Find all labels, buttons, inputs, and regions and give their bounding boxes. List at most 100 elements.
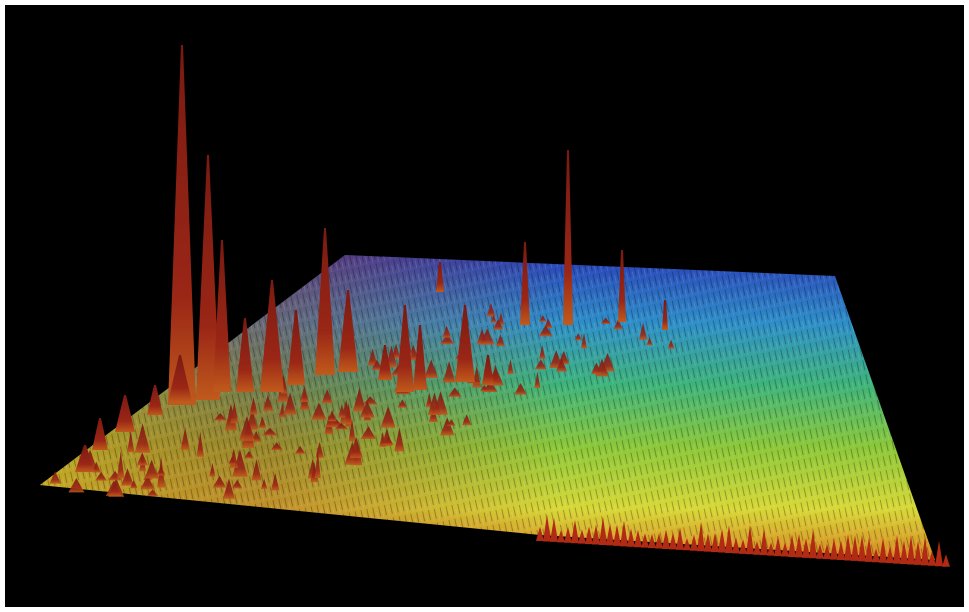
bump [327, 409, 337, 422]
peak [618, 250, 626, 322]
bump [244, 450, 254, 459]
edge-bump [655, 533, 663, 549]
bump [394, 427, 405, 452]
edge-bump [851, 535, 859, 561]
edge-bump [662, 529, 670, 549]
edge-bump [613, 524, 621, 546]
bump [283, 392, 297, 415]
peak [213, 240, 231, 392]
edge-bump [781, 542, 789, 557]
bump [222, 478, 235, 499]
bump [258, 416, 267, 428]
bump [440, 417, 455, 436]
bump [479, 328, 495, 345]
peak [455, 305, 475, 382]
bump [613, 319, 623, 330]
edge-bump [585, 526, 593, 545]
edge-bump [865, 537, 873, 562]
bump [442, 325, 452, 338]
bump [667, 339, 675, 349]
edge-bump [683, 538, 691, 551]
bump [461, 414, 472, 426]
edge-bump [767, 542, 775, 556]
bump [196, 431, 204, 457]
edge-bump [774, 536, 782, 557]
peak [315, 228, 335, 375]
bump [349, 436, 363, 459]
edge-bump [893, 534, 901, 564]
bump [121, 468, 134, 486]
peak [662, 300, 668, 330]
edge-bump [816, 543, 824, 559]
edge-bump [914, 540, 922, 565]
peak [75, 445, 95, 472]
bump [260, 478, 268, 489]
edge-bump [599, 516, 607, 545]
bump [134, 423, 151, 453]
peak [413, 325, 427, 390]
edge-bump [592, 524, 600, 545]
bump [442, 361, 456, 383]
bump [496, 334, 505, 347]
bump [507, 359, 514, 374]
bump [493, 318, 504, 330]
bump [382, 436, 394, 445]
bump [251, 459, 262, 481]
bump [391, 343, 401, 359]
peak [338, 290, 358, 372]
bump [180, 427, 190, 450]
peak [147, 385, 163, 415]
edge-bump [543, 514, 551, 542]
peak [563, 150, 573, 325]
bump [534, 359, 547, 370]
edge-bump [690, 534, 698, 551]
edge-bump [571, 520, 579, 544]
edge-bump [627, 528, 635, 547]
edge-bump [725, 525, 733, 553]
edge-bump [606, 523, 614, 546]
edge-bump [872, 548, 880, 563]
peak [436, 262, 444, 292]
edge-bump [844, 534, 852, 561]
bump [539, 315, 547, 322]
edge-bump [935, 540, 943, 567]
bump [232, 449, 248, 477]
bump [231, 479, 243, 489]
bump [534, 371, 541, 388]
bump [339, 399, 353, 424]
edge-bump [732, 537, 740, 554]
peak [520, 242, 530, 325]
peak [196, 155, 220, 400]
bump [334, 423, 349, 430]
bump [486, 303, 496, 317]
bump [538, 325, 553, 337]
bump [230, 401, 239, 424]
bump [140, 475, 155, 490]
bump [590, 362, 602, 375]
edge-bump [746, 524, 754, 555]
bump [380, 406, 396, 428]
edge-bump [907, 535, 915, 565]
bump [446, 419, 456, 426]
edge-bump [578, 529, 586, 544]
bump [271, 473, 280, 491]
bump [314, 450, 321, 479]
bump [311, 402, 327, 420]
bump [262, 394, 273, 411]
peaks [49, 45, 950, 567]
peak [168, 355, 192, 402]
bump [362, 396, 378, 405]
bump [239, 415, 255, 441]
edge-bump [739, 539, 747, 554]
bump [299, 386, 309, 402]
peak [378, 345, 392, 380]
bump [646, 337, 653, 346]
edge-bump [536, 526, 544, 541]
edge-bump [830, 538, 838, 560]
edge-bump [886, 546, 894, 564]
peak [260, 280, 284, 392]
bump [146, 489, 159, 497]
edge-bump [802, 538, 810, 558]
bump [427, 392, 442, 416]
edge-bump [879, 537, 887, 563]
